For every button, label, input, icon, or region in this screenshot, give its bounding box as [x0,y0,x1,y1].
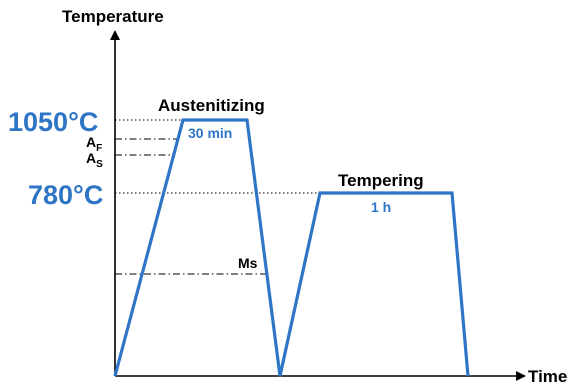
austenitizing-duration: 30 min [188,125,232,141]
ms-label: Ms [238,255,258,271]
austenitizing-label: Austenitizing [158,96,265,115]
af-label: AF [86,134,102,154]
as-label-sub: S [96,159,103,170]
as-label-main: A [86,150,96,166]
y-axis-title: Temperature [62,7,164,26]
af-label-sub: F [96,143,102,154]
tempering-temp-label: 780°C [28,180,103,210]
x-axis-title: Time [528,367,567,386]
tempering-duration: 1 h [371,199,391,215]
af-label-main: A [86,134,96,150]
tempering-label: Tempering [338,171,424,190]
as-label: AS [86,150,103,170]
heat-treatment-curve [113,118,470,377]
austenitizing-temp-label: 1050°C [8,107,98,137]
